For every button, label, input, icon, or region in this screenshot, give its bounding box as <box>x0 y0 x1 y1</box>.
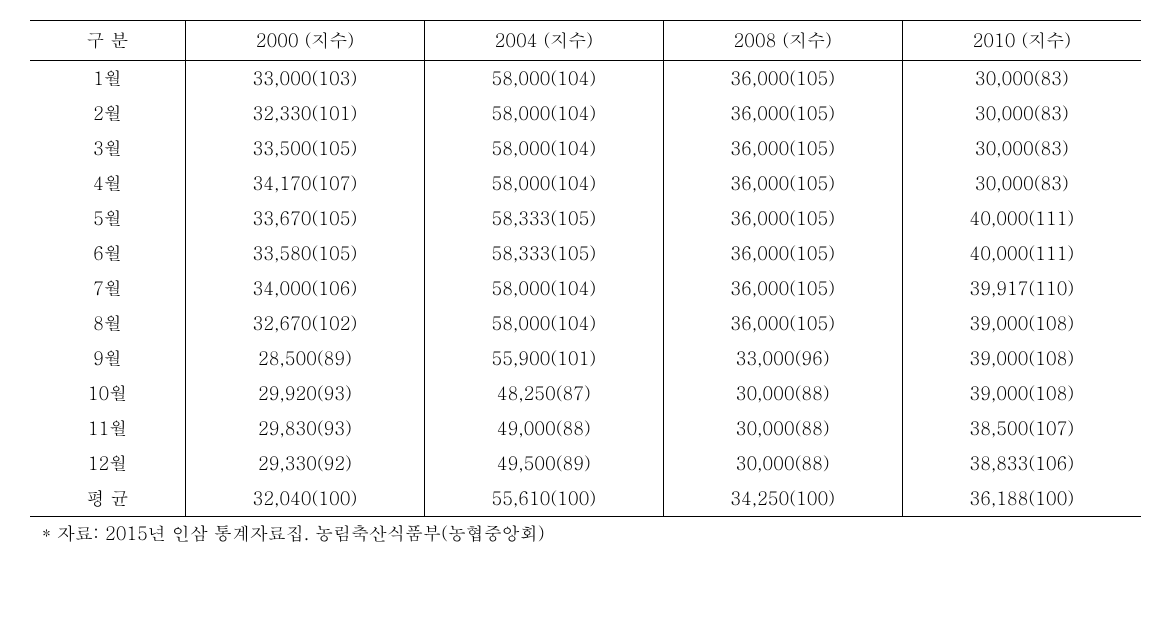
cell-2004: 58,333(105) <box>424 201 663 236</box>
table-row: 12월 29,330(92) 49,500(89) 30,000(88) 38,… <box>30 446 1141 481</box>
row-label: 5월 <box>30 201 186 236</box>
source-footnote: * 자료: 2015년 인삼 통계자료집. 농림축산식품부(농협중앙회) <box>30 521 1141 546</box>
cell-2008: 34,250(100) <box>663 481 902 517</box>
cell-2008: 36,000(105) <box>663 271 902 306</box>
cell-2000: 32,670(102) <box>186 306 425 341</box>
table-row: 8월 32,670(102) 58,000(104) 36,000(105) 3… <box>30 306 1141 341</box>
cell-2010: 30,000(83) <box>902 131 1141 166</box>
cell-2004: 48,250(87) <box>424 376 663 411</box>
cell-2010: 38,500(107) <box>902 411 1141 446</box>
cell-2010: 36,188(100) <box>902 481 1141 517</box>
cell-2000: 34,170(107) <box>186 166 425 201</box>
cell-2004: 58,000(104) <box>424 131 663 166</box>
cell-2010: 39,000(108) <box>902 341 1141 376</box>
cell-2010: 39,917(110) <box>902 271 1141 306</box>
cell-2000: 29,920(93) <box>186 376 425 411</box>
cell-2000: 29,330(92) <box>186 446 425 481</box>
data-table: 구 분 2000 (지수) 2004 (지수) 2008 (지수) 2010 (… <box>30 20 1141 517</box>
cell-2000: 29,830(93) <box>186 411 425 446</box>
row-label: 8월 <box>30 306 186 341</box>
cell-2004: 49,000(88) <box>424 411 663 446</box>
cell-2010: 30,000(83) <box>902 166 1141 201</box>
cell-2000: 33,580(105) <box>186 236 425 271</box>
row-label: 1월 <box>30 61 186 97</box>
col-header-2010: 2010 (지수) <box>902 21 1141 61</box>
cell-2008: 36,000(105) <box>663 236 902 271</box>
table-row: 6월 33,580(105) 58,333(105) 36,000(105) 4… <box>30 236 1141 271</box>
cell-2010: 40,000(111) <box>902 201 1141 236</box>
cell-2008: 36,000(105) <box>663 166 902 201</box>
row-label: 10월 <box>30 376 186 411</box>
cell-2008: 30,000(88) <box>663 376 902 411</box>
cell-2008: 36,000(105) <box>663 61 902 97</box>
cell-2008: 33,000(96) <box>663 341 902 376</box>
table-row: 9월 28,500(89) 55,900(101) 33,000(96) 39,… <box>30 341 1141 376</box>
cell-2008: 36,000(105) <box>663 131 902 166</box>
table-row: 11월 29,830(93) 49,000(88) 30,000(88) 38,… <box>30 411 1141 446</box>
table-row: 7월 34,000(106) 58,000(104) 36,000(105) 3… <box>30 271 1141 306</box>
table-row: 1월 33,000(103) 58,000(104) 36,000(105) 3… <box>30 61 1141 97</box>
cell-2010: 30,000(83) <box>902 96 1141 131</box>
cell-2004: 55,900(101) <box>424 341 663 376</box>
cell-2004: 58,333(105) <box>424 236 663 271</box>
cell-2010: 39,000(108) <box>902 306 1141 341</box>
table-row: 2월 32,330(101) 58,000(104) 36,000(105) 3… <box>30 96 1141 131</box>
cell-2004: 58,000(104) <box>424 61 663 97</box>
row-label: 6월 <box>30 236 186 271</box>
cell-2004: 58,000(104) <box>424 306 663 341</box>
cell-2008: 36,000(105) <box>663 306 902 341</box>
cell-2004: 55,610(100) <box>424 481 663 517</box>
table-row-average: 평 균 32,040(100) 55,610(100) 34,250(100) … <box>30 481 1141 517</box>
cell-2000: 28,500(89) <box>186 341 425 376</box>
cell-2010: 39,000(108) <box>902 376 1141 411</box>
cell-2000: 33,000(103) <box>186 61 425 97</box>
cell-2000: 32,330(101) <box>186 96 425 131</box>
row-label: 12월 <box>30 446 186 481</box>
col-header-category: 구 분 <box>30 21 186 61</box>
cell-2004: 49,500(89) <box>424 446 663 481</box>
cell-2004: 58,000(104) <box>424 166 663 201</box>
col-header-2004: 2004 (지수) <box>424 21 663 61</box>
cell-2008: 30,000(88) <box>663 446 902 481</box>
cell-2004: 58,000(104) <box>424 271 663 306</box>
table-row: 4월 34,170(107) 58,000(104) 36,000(105) 3… <box>30 166 1141 201</box>
cell-2010: 40,000(111) <box>902 236 1141 271</box>
cell-2010: 38,833(106) <box>902 446 1141 481</box>
col-header-2008: 2008 (지수) <box>663 21 902 61</box>
row-label: 3월 <box>30 131 186 166</box>
table-row: 10월 29,920(93) 48,250(87) 30,000(88) 39,… <box>30 376 1141 411</box>
cell-2008: 30,000(88) <box>663 411 902 446</box>
row-label: 9월 <box>30 341 186 376</box>
table-header-row: 구 분 2000 (지수) 2004 (지수) 2008 (지수) 2010 (… <box>30 21 1141 61</box>
table-body: 1월 33,000(103) 58,000(104) 36,000(105) 3… <box>30 61 1141 517</box>
row-label: 11월 <box>30 411 186 446</box>
cell-2004: 58,000(104) <box>424 96 663 131</box>
cell-2000: 34,000(106) <box>186 271 425 306</box>
row-label: 4월 <box>30 166 186 201</box>
col-header-2000: 2000 (지수) <box>186 21 425 61</box>
cell-2008: 36,000(105) <box>663 201 902 236</box>
row-label: 2월 <box>30 96 186 131</box>
cell-2000: 33,670(105) <box>186 201 425 236</box>
row-label: 7월 <box>30 271 186 306</box>
cell-2008: 36,000(105) <box>663 96 902 131</box>
table-row: 5월 33,670(105) 58,333(105) 36,000(105) 4… <box>30 201 1141 236</box>
table-row: 3월 33,500(105) 58,000(104) 36,000(105) 3… <box>30 131 1141 166</box>
cell-2010: 30,000(83) <box>902 61 1141 97</box>
cell-2000: 32,040(100) <box>186 481 425 517</box>
cell-2000: 33,500(105) <box>186 131 425 166</box>
row-label: 평 균 <box>30 481 186 517</box>
